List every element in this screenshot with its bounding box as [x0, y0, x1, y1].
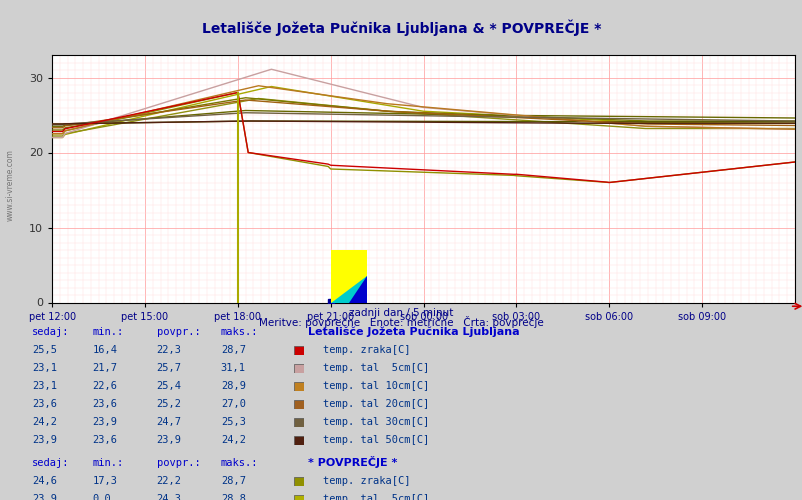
- Polygon shape: [330, 276, 367, 302]
- Text: sedaj:: sedaj:: [32, 327, 70, 337]
- Text: 23,9: 23,9: [156, 435, 181, 445]
- Text: 16,4: 16,4: [92, 345, 117, 355]
- Text: 0,0: 0,0: [92, 494, 111, 500]
- Text: 22,3: 22,3: [156, 345, 181, 355]
- Text: 17,3: 17,3: [92, 476, 117, 486]
- Text: 23,6: 23,6: [92, 399, 117, 409]
- Text: temp. tal 10cm[C]: temp. tal 10cm[C]: [322, 381, 428, 391]
- Text: 24,7: 24,7: [156, 417, 181, 427]
- Text: 23,9: 23,9: [32, 435, 57, 445]
- Text: 21,7: 21,7: [92, 363, 117, 373]
- Text: zadnji dan / 5 minut: zadnji dan / 5 minut: [349, 308, 453, 318]
- Text: Letališče Jožeta Pučnika Ljubljana: Letališče Jožeta Pučnika Ljubljana: [308, 326, 520, 337]
- Text: 25,2: 25,2: [156, 399, 181, 409]
- Text: 22,6: 22,6: [92, 381, 117, 391]
- Text: povpr.:: povpr.:: [156, 327, 200, 337]
- Text: * POVPREČJE *: * POVPREČJE *: [308, 456, 397, 468]
- Text: temp. zraka[C]: temp. zraka[C]: [322, 345, 410, 355]
- Text: povpr.:: povpr.:: [156, 458, 200, 468]
- Text: 22,2: 22,2: [156, 476, 181, 486]
- Text: 31,1: 31,1: [221, 363, 245, 373]
- Text: 25,4: 25,4: [156, 381, 181, 391]
- Text: temp. tal  5cm[C]: temp. tal 5cm[C]: [322, 494, 428, 500]
- Text: Letališče Jožeta Pučnika Ljubljana & * POVPREČJE *: Letališče Jožeta Pučnika Ljubljana & * P…: [201, 20, 601, 36]
- Text: 25,3: 25,3: [221, 417, 245, 427]
- Text: temp. tal  5cm[C]: temp. tal 5cm[C]: [322, 363, 428, 373]
- Text: min.:: min.:: [92, 458, 124, 468]
- Text: 24,2: 24,2: [32, 417, 57, 427]
- Text: temp. tal 30cm[C]: temp. tal 30cm[C]: [322, 417, 428, 427]
- Text: Meritve: povprečne   Enote: metrične   Črta: povprečje: Meritve: povprečne Enote: metrične Črta:…: [259, 316, 543, 328]
- Text: 23,9: 23,9: [32, 494, 57, 500]
- Text: 23,6: 23,6: [92, 435, 117, 445]
- Text: 23,9: 23,9: [92, 417, 117, 427]
- Text: 28,8: 28,8: [221, 494, 245, 500]
- Text: 23,1: 23,1: [32, 363, 57, 373]
- Text: temp. tal 50cm[C]: temp. tal 50cm[C]: [322, 435, 428, 445]
- Text: 24,2: 24,2: [221, 435, 245, 445]
- Text: 28,9: 28,9: [221, 381, 245, 391]
- Text: 27,0: 27,0: [221, 399, 245, 409]
- Text: maks.:: maks.:: [221, 327, 258, 337]
- Text: temp. zraka[C]: temp. zraka[C]: [322, 476, 410, 486]
- Text: 28,7: 28,7: [221, 345, 245, 355]
- Text: 24,3: 24,3: [156, 494, 181, 500]
- Text: maks.:: maks.:: [221, 458, 258, 468]
- Text: 24,6: 24,6: [32, 476, 57, 486]
- Text: 25,7: 25,7: [156, 363, 181, 373]
- Text: temp. tal 20cm[C]: temp. tal 20cm[C]: [322, 399, 428, 409]
- Text: www.si-vreme.com: www.si-vreme.com: [6, 149, 15, 221]
- Text: 25,5: 25,5: [32, 345, 57, 355]
- Text: 28,7: 28,7: [221, 476, 245, 486]
- Text: sedaj:: sedaj:: [32, 458, 70, 468]
- Text: 23,6: 23,6: [32, 399, 57, 409]
- Text: 23,1: 23,1: [32, 381, 57, 391]
- Polygon shape: [348, 276, 367, 302]
- Polygon shape: [330, 250, 367, 302]
- Text: min.:: min.:: [92, 327, 124, 337]
